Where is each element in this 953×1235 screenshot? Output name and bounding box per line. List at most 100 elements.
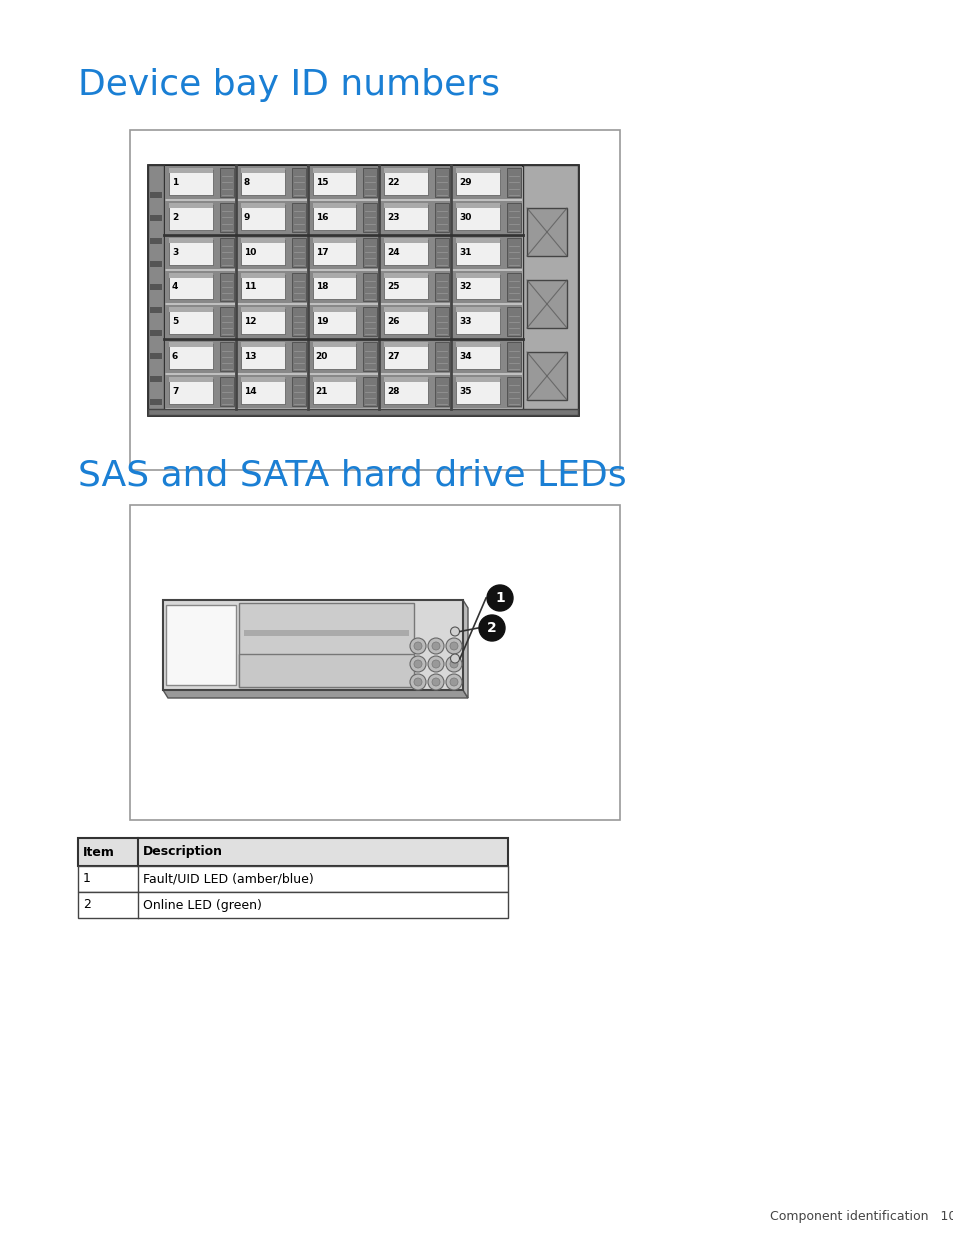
Bar <box>506 203 520 232</box>
Bar <box>130 130 619 471</box>
Bar <box>435 237 449 267</box>
Bar <box>313 273 356 278</box>
Bar <box>169 273 213 278</box>
Circle shape <box>414 642 421 650</box>
Bar <box>506 377 520 406</box>
Text: 26: 26 <box>387 317 399 326</box>
Bar <box>456 308 499 312</box>
Bar <box>363 377 377 406</box>
Bar <box>239 603 414 687</box>
Bar <box>435 168 449 196</box>
Bar <box>244 662 409 667</box>
Text: 2: 2 <box>172 212 178 222</box>
Text: Description: Description <box>143 846 223 858</box>
Bar <box>452 375 521 408</box>
Bar <box>165 341 234 373</box>
Bar <box>165 375 234 408</box>
Bar <box>456 342 499 347</box>
Bar <box>240 205 284 230</box>
Bar <box>236 236 306 268</box>
Text: 18: 18 <box>315 283 328 291</box>
Text: 9: 9 <box>244 212 250 222</box>
Bar <box>150 375 162 382</box>
Bar <box>166 605 235 685</box>
Bar <box>165 305 234 338</box>
Bar <box>169 168 213 173</box>
Text: 10: 10 <box>244 248 256 257</box>
Bar <box>384 274 428 299</box>
Bar <box>452 165 521 199</box>
Text: 23: 23 <box>387 212 399 222</box>
Bar <box>148 409 578 415</box>
Bar <box>456 168 499 173</box>
Text: 34: 34 <box>458 352 472 361</box>
Bar <box>240 240 284 264</box>
Bar <box>236 305 306 338</box>
Bar <box>236 341 306 373</box>
Bar <box>169 170 213 195</box>
Bar <box>240 274 284 299</box>
Bar <box>292 273 305 301</box>
Text: 4: 4 <box>172 283 178 291</box>
Text: SAS and SATA hard drive LEDs: SAS and SATA hard drive LEDs <box>78 458 626 492</box>
Text: 35: 35 <box>458 387 471 396</box>
Bar <box>313 237 356 243</box>
Bar <box>219 203 233 232</box>
Bar <box>506 237 520 267</box>
Bar <box>380 375 450 408</box>
Bar <box>150 330 162 336</box>
Text: 25: 25 <box>387 283 399 291</box>
Text: 17: 17 <box>315 248 328 257</box>
Bar <box>240 170 284 195</box>
Bar <box>292 342 305 372</box>
Bar <box>240 310 284 335</box>
Bar <box>308 165 378 199</box>
Circle shape <box>450 627 459 636</box>
Bar <box>456 203 499 207</box>
Bar <box>363 168 377 196</box>
Bar <box>244 630 409 636</box>
Bar <box>308 236 378 268</box>
Bar <box>506 273 520 301</box>
Circle shape <box>486 585 513 611</box>
Bar <box>380 165 450 199</box>
Text: 20: 20 <box>315 352 328 361</box>
Bar <box>313 342 356 347</box>
Bar <box>313 203 356 207</box>
Bar <box>363 308 377 336</box>
Bar <box>313 377 356 382</box>
Bar <box>456 273 499 278</box>
Bar <box>169 310 213 335</box>
Bar <box>313 205 356 230</box>
Bar <box>236 375 306 408</box>
Bar <box>150 308 162 312</box>
Text: 8: 8 <box>244 178 250 186</box>
Bar <box>236 201 306 233</box>
Bar <box>435 203 449 232</box>
Circle shape <box>414 678 421 685</box>
Circle shape <box>478 615 504 641</box>
Bar <box>169 237 213 243</box>
Bar <box>308 305 378 338</box>
Circle shape <box>446 638 461 655</box>
Text: 11: 11 <box>244 283 256 291</box>
Bar <box>384 237 428 243</box>
Bar <box>456 274 499 299</box>
Text: 13: 13 <box>244 352 256 361</box>
Text: 1: 1 <box>495 592 504 605</box>
Circle shape <box>428 656 443 672</box>
Text: 27: 27 <box>387 352 399 361</box>
Circle shape <box>432 642 439 650</box>
Bar <box>452 201 521 233</box>
Bar <box>169 203 213 207</box>
Text: 30: 30 <box>458 212 471 222</box>
Bar <box>522 165 578 415</box>
Bar <box>384 342 428 347</box>
Bar <box>236 270 306 304</box>
Bar <box>169 308 213 312</box>
Circle shape <box>410 674 426 690</box>
Bar <box>219 273 233 301</box>
Text: 29: 29 <box>458 178 472 186</box>
Bar <box>165 165 234 199</box>
Bar <box>384 273 428 278</box>
